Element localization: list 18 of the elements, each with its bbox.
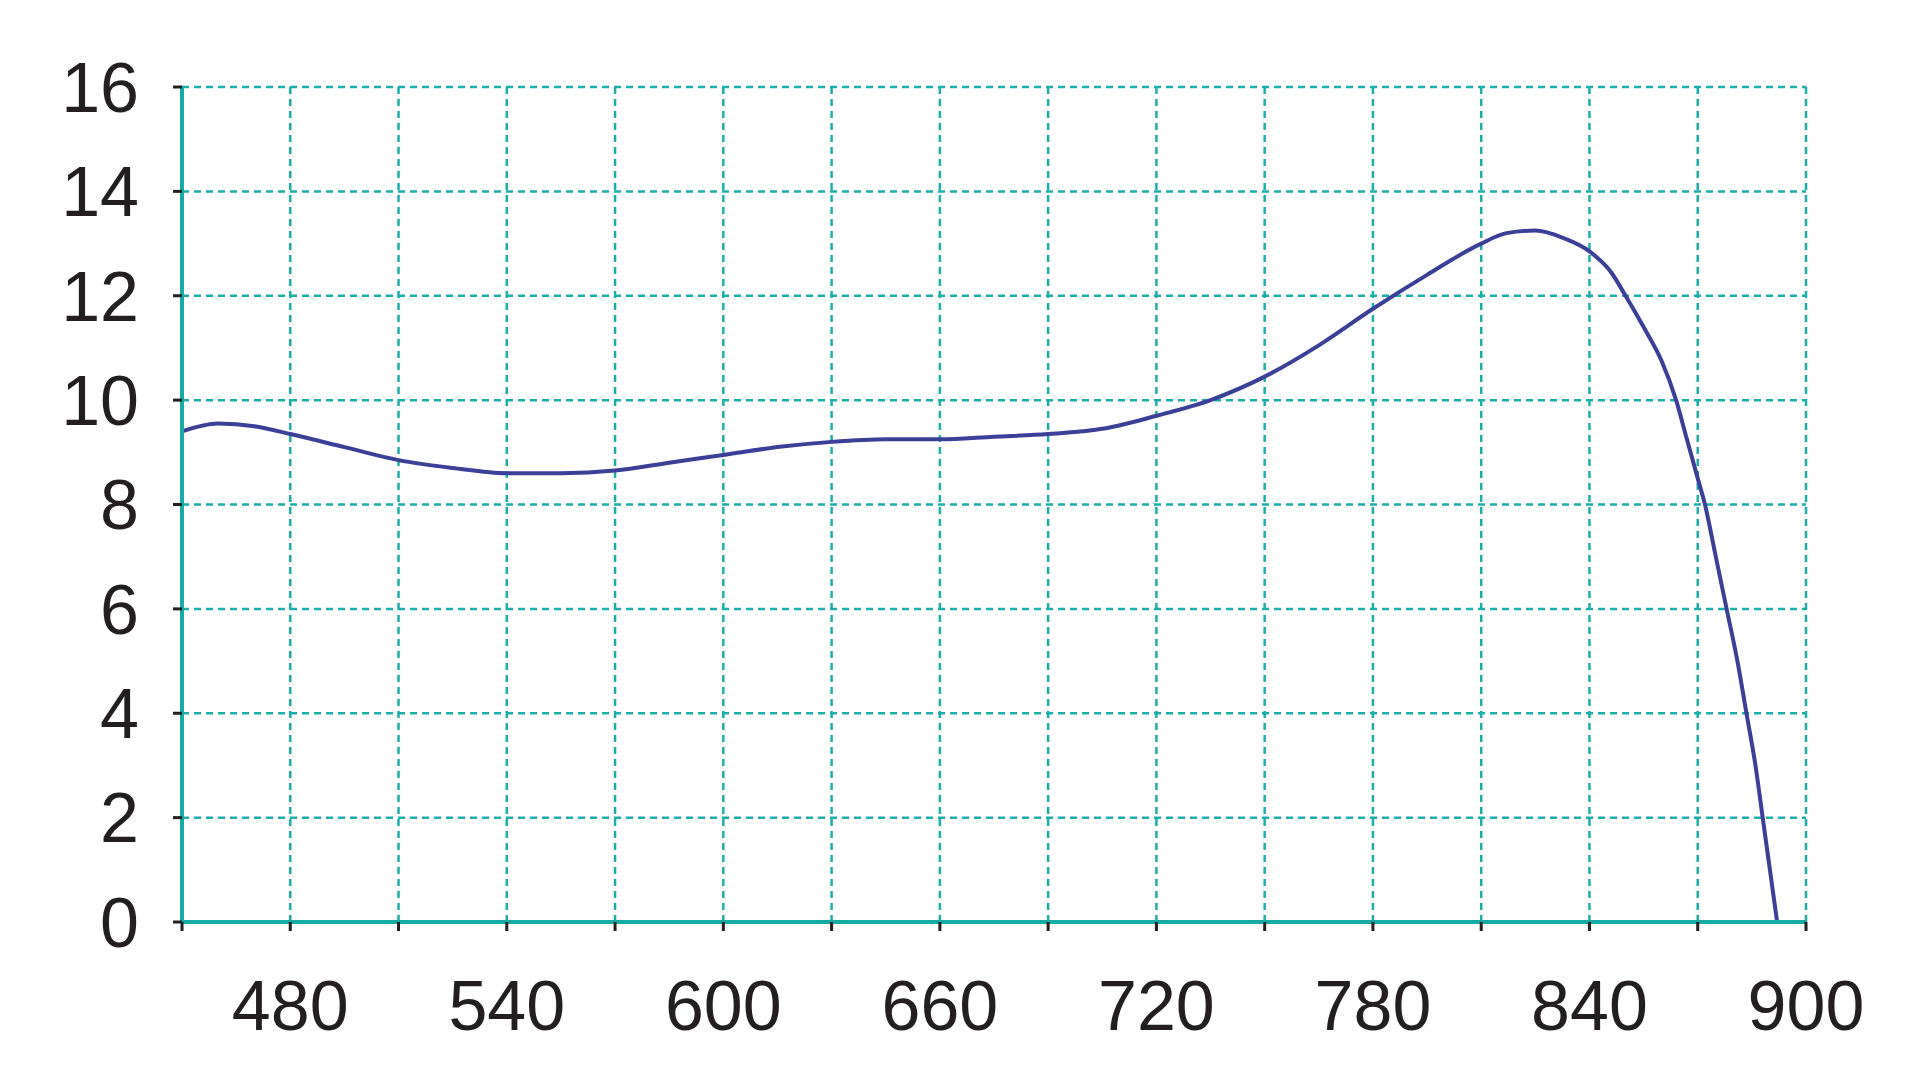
y-tick-label: 4: [100, 675, 139, 754]
y-tick-label: 16: [61, 48, 139, 127]
x-tick-label: 720: [1098, 966, 1215, 1045]
x-tick-label: 540: [448, 966, 566, 1045]
y-tick-label: 2: [100, 779, 139, 858]
y-tick-label: 0: [100, 883, 139, 962]
y-tick-label: 6: [100, 570, 139, 649]
x-tick-label: 600: [664, 966, 782, 1045]
x-tick-label: 660: [881, 966, 999, 1045]
x-tick-label: 900: [1747, 966, 1865, 1045]
y-tick-label: 12: [61, 257, 139, 336]
line-series: [182, 228, 1780, 922]
x-tick-label: 480: [231, 966, 349, 1045]
x-tick-label: 840: [1531, 966, 1648, 1045]
y-tick-label: 10: [61, 361, 139, 440]
y-tick-label: 8: [100, 466, 139, 545]
x-tick-label: 780: [1314, 966, 1432, 1045]
y-tick-label: 14: [61, 153, 139, 232]
